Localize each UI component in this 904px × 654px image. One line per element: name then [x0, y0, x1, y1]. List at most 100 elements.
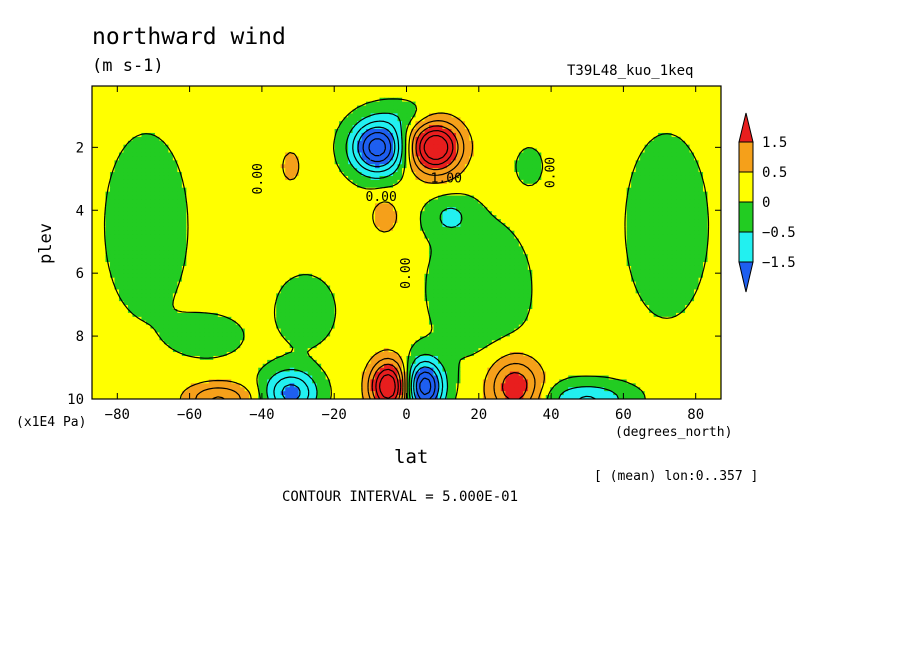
field-cell [339, 179, 345, 185]
field-cell [613, 179, 619, 185]
field-cell [217, 109, 223, 114]
field-cell [339, 117, 345, 122]
field-cell [267, 156, 273, 161]
field-cell [186, 89, 192, 95]
field-cell [491, 132, 497, 138]
field-cell [334, 222, 340, 228]
field-cell [446, 219, 453, 224]
field-cell [150, 93, 156, 99]
field-cell [141, 215, 147, 220]
field-cell [249, 207, 255, 212]
field-cell [204, 105, 210, 111]
field-cell [253, 148, 259, 154]
field-cell [352, 117, 358, 122]
field-cell [595, 179, 601, 185]
field-cell [343, 105, 349, 111]
field-cell [635, 191, 641, 197]
field-cell [500, 144, 506, 150]
field-cell [190, 207, 196, 212]
field-cell [217, 93, 223, 99]
field-cell [168, 105, 174, 111]
field-cell [649, 179, 655, 185]
field-cell [298, 93, 304, 99]
field-cell [253, 168, 259, 173]
field-cell [514, 109, 520, 114]
field-cell [419, 113, 426, 118]
field-cell [545, 172, 551, 177]
field-cell [613, 191, 619, 197]
field-cell [172, 187, 178, 193]
field-cell [168, 89, 174, 95]
field-cell [118, 160, 125, 165]
field-cell [280, 203, 286, 208]
field-cell [357, 125, 363, 130]
field-cell [96, 132, 102, 138]
field-cell [667, 168, 673, 173]
field-cell [379, 93, 385, 99]
field-cell [496, 109, 502, 114]
field-cell [586, 215, 592, 220]
field-cell [446, 179, 453, 185]
field-cell [491, 86, 497, 91]
field-cell [249, 121, 255, 126]
field-cell [563, 191, 569, 197]
field-cell [446, 183, 453, 189]
field-cell [240, 222, 246, 228]
field-cell [222, 172, 228, 177]
field-cell [635, 93, 641, 99]
field-cell [136, 144, 143, 150]
field-cell [658, 136, 664, 142]
field-cell [118, 117, 125, 122]
field-cell [280, 140, 286, 146]
field-cell [680, 132, 686, 138]
field-cell [608, 117, 614, 122]
field-cell [384, 129, 390, 134]
field-cell [568, 195, 574, 201]
field-cell [199, 164, 205, 169]
field-cell [217, 97, 223, 103]
field-cell [208, 105, 214, 111]
field-cell [563, 195, 569, 201]
field-cell [608, 164, 614, 169]
field-cell [635, 164, 641, 169]
field-cell [554, 121, 560, 126]
field-cell [689, 215, 695, 220]
field-cell [361, 203, 367, 208]
field-cell [572, 144, 578, 150]
field-cell [195, 215, 201, 220]
field-cell [321, 113, 327, 118]
field-cell [132, 203, 138, 208]
field-cell [92, 93, 98, 99]
field-cell [361, 183, 367, 189]
field-cell [294, 191, 300, 197]
field-cell [168, 222, 174, 228]
field-cell [330, 109, 336, 114]
field-cell [523, 129, 529, 134]
field-cell [96, 179, 102, 185]
field-cell [181, 129, 187, 134]
field-cell [262, 86, 268, 91]
field-cell [428, 93, 435, 99]
field-cell [500, 160, 506, 165]
field-cell [231, 187, 237, 193]
field-cell [473, 117, 479, 122]
field-cell [159, 156, 165, 161]
field-cell [312, 211, 318, 216]
field-cell [222, 199, 228, 204]
field-cell [321, 105, 327, 111]
field-cell [608, 113, 614, 118]
field-cell [406, 168, 412, 173]
field-cell [424, 156, 430, 161]
field-cell [150, 203, 156, 208]
field-cell [285, 172, 291, 177]
field-cell [676, 105, 682, 111]
field-cell [343, 117, 349, 122]
field-cell [608, 101, 614, 107]
field-cell [132, 113, 138, 118]
field-cell [662, 207, 668, 212]
field-cell [375, 89, 381, 95]
field-cell [617, 89, 623, 95]
field-cell [141, 93, 147, 99]
field-cell [577, 219, 583, 224]
field-cell [536, 117, 542, 122]
